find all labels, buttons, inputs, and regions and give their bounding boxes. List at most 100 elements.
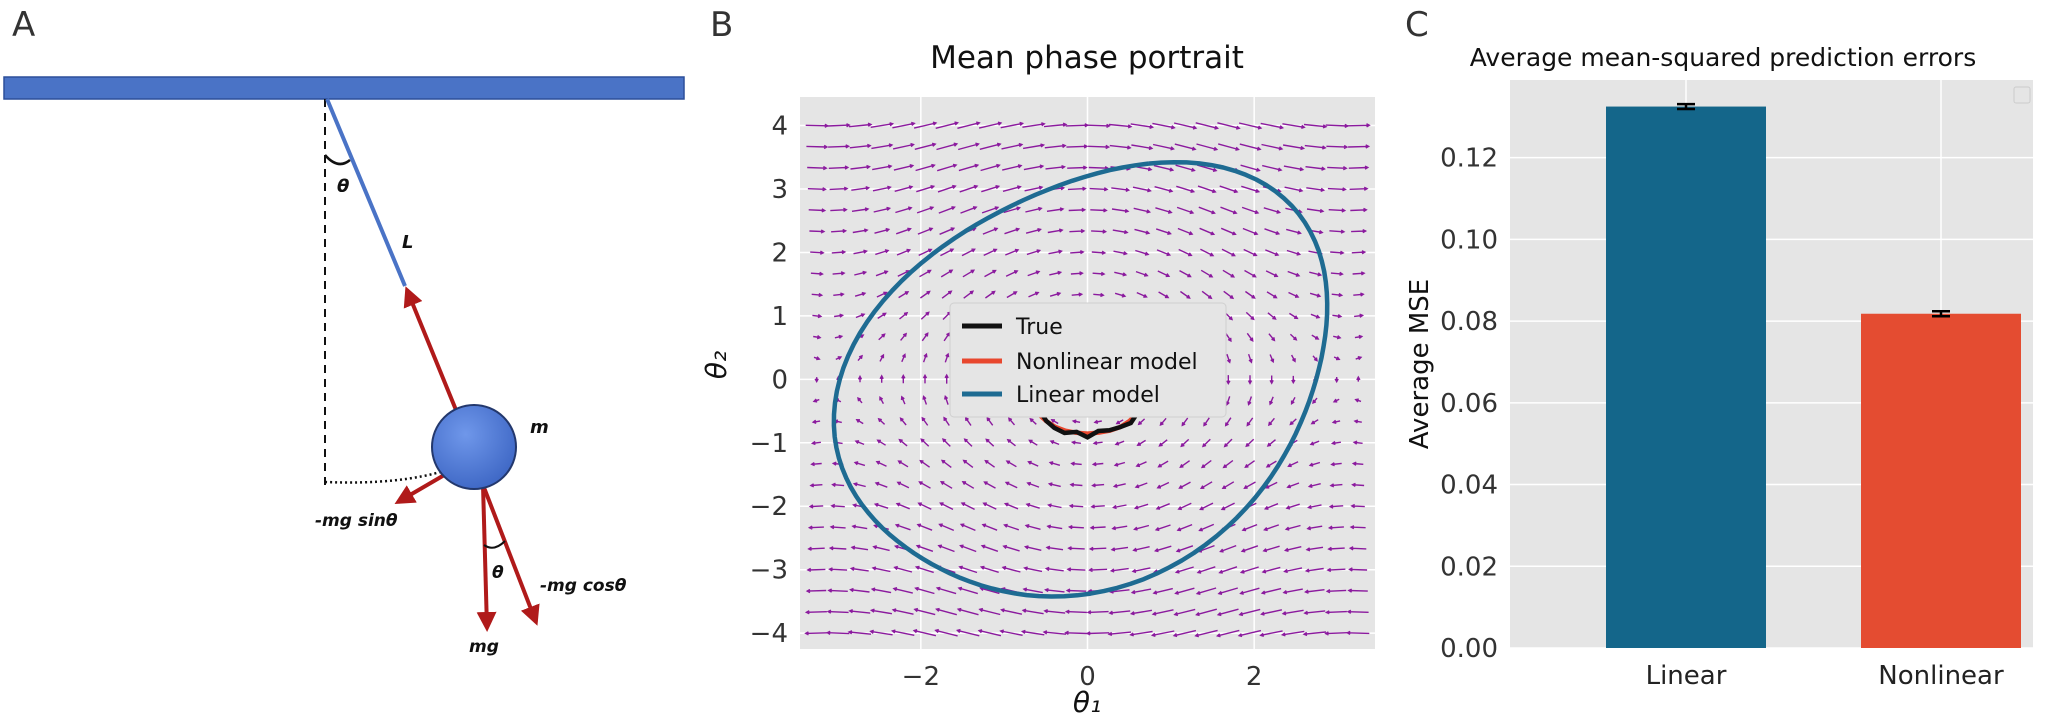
vector-field-arrow	[1179, 460, 1191, 469]
vector-field-arrow	[870, 587, 892, 594]
vector-field-arrow	[857, 374, 863, 383]
vector-field-arrow	[1003, 502, 1019, 510]
vector-field-arrow	[1132, 186, 1152, 193]
vector-field-arrow	[1135, 461, 1147, 468]
vector-field-arrow	[1288, 291, 1300, 298]
vector-field-arrow	[938, 523, 955, 532]
vector-field-arrow	[1332, 398, 1340, 403]
vector-field-arrow	[1136, 291, 1148, 298]
vector-field-arrow	[979, 142, 1002, 150]
vector-field-arrow	[895, 502, 910, 510]
vector-field-arrow	[1261, 143, 1284, 151]
vector-field-arrow	[1093, 292, 1105, 298]
cos-force-arrow	[481, 484, 540, 626]
vector-field-arrow	[978, 121, 1003, 129]
vector-field-arrow	[805, 588, 827, 594]
vector-field-arrow	[828, 567, 848, 572]
pendulum-bob	[431, 404, 517, 490]
vector-field-arrow	[1220, 227, 1237, 236]
vector-field-arrow	[1221, 248, 1236, 257]
vector-field-arrow	[1091, 462, 1104, 467]
panel-b-letter: B	[710, 5, 733, 45]
vector-field-arrow	[847, 630, 872, 635]
vector-field-arrow	[959, 184, 979, 193]
vector-field-arrow	[1195, 608, 1217, 617]
vector-field-arrow	[831, 482, 845, 487]
vector-field-arrow	[1044, 587, 1065, 593]
vector-field-arrow	[980, 544, 999, 552]
vector-field-arrow	[938, 206, 956, 214]
vector-field-arrow	[830, 503, 845, 509]
vector-field-arrow	[1046, 207, 1065, 212]
vector-field-arrow	[894, 185, 914, 192]
phase-y-tick-label: 1	[771, 302, 788, 332]
vector-field-arrow	[898, 438, 908, 447]
vector-field-arrow	[1066, 144, 1089, 149]
vector-field-arrow	[1005, 270, 1019, 277]
vector-field-arrow	[1218, 566, 1238, 574]
vector-field-arrow	[1045, 545, 1064, 551]
vector-field-arrow	[1331, 292, 1344, 298]
mse-x-tick-label: Nonlinear	[1878, 661, 2004, 691]
vector-field-arrow	[1310, 313, 1321, 319]
vector-field-arrow	[1242, 227, 1259, 236]
vector-field-arrow	[1151, 609, 1174, 616]
vector-field-arrow	[1048, 249, 1063, 255]
vector-field-arrow	[1223, 438, 1233, 448]
vector-field-arrow	[941, 438, 951, 447]
vector-field-arrow	[958, 142, 980, 151]
vector-field-arrow	[1089, 187, 1109, 192]
vector-field-arrow	[1109, 144, 1132, 150]
swing-path-dotted	[324, 468, 448, 484]
vector-field-arrow	[1289, 333, 1298, 341]
vector-field-arrow	[914, 565, 934, 574]
vector-field-arrow	[1158, 439, 1168, 447]
vector-field-arrow	[1348, 165, 1370, 170]
vector-field-arrow	[1069, 482, 1083, 487]
vector-field-arrow	[809, 229, 826, 234]
vector-field-arrow	[873, 502, 889, 509]
vector-field-arrow	[1175, 545, 1194, 553]
vector-field-arrow	[1134, 228, 1151, 235]
vector-field-arrow	[1309, 440, 1320, 446]
vector-field-arrow	[1004, 481, 1018, 489]
vector-field-arrow	[808, 504, 824, 509]
vector-field-arrow	[1351, 228, 1368, 234]
vector-field-arrow	[1176, 185, 1196, 193]
vector-field-arrow	[939, 481, 953, 489]
vector-field-arrow	[1283, 567, 1303, 574]
vector-field-arrow	[1244, 460, 1256, 469]
vector-field-arrow	[1154, 186, 1174, 193]
vector-field-arrow	[1067, 546, 1085, 551]
vector-field-arrow	[1266, 291, 1278, 299]
vector-field-arrow	[1289, 418, 1297, 426]
vector-field-arrow	[1328, 208, 1347, 213]
phase-tick-labels: −2 0 2 −4 −3 −2 −1 0 1 2 3 4	[750, 112, 1263, 692]
vector-field-arrow	[1334, 377, 1339, 384]
vector-field-arrow	[834, 313, 845, 318]
vector-field-arrow	[935, 607, 957, 616]
vector-field-arrow	[1049, 270, 1063, 276]
vector-field-arrow	[1291, 375, 1296, 385]
legend-label-true: True	[1015, 315, 1063, 340]
vector-field-arrow	[1353, 292, 1365, 297]
vector-field-arrow	[835, 356, 843, 361]
vector-field-arrow	[1330, 250, 1345, 255]
vector-field-arrow	[963, 438, 973, 447]
vector-field-arrow	[879, 353, 885, 362]
vector-field-arrow	[1330, 462, 1342, 467]
vector-field-arrow	[1348, 144, 1371, 149]
vector-field-arrow	[828, 144, 851, 149]
vector-field-arrow	[810, 462, 822, 467]
mse-tick-labels: 0.00 0.02 0.04 0.06 0.08 0.10 0.12 Linear Nonlin…	[1440, 144, 2004, 691]
vector-field-arrow	[1093, 419, 1102, 424]
vector-field-arrow	[1199, 227, 1216, 236]
vector-field-arrow	[1199, 502, 1214, 511]
vector-field-arrow	[1325, 589, 1347, 594]
vector-field-arrow	[1261, 566, 1281, 574]
mse-y-tick-label: 0.00	[1440, 634, 1498, 664]
vector-field-arrow	[896, 481, 910, 489]
mse-bar-linear	[1606, 106, 1766, 648]
vector-field-arrow	[1130, 588, 1152, 595]
phase-y-tick-label: −1	[750, 429, 788, 459]
